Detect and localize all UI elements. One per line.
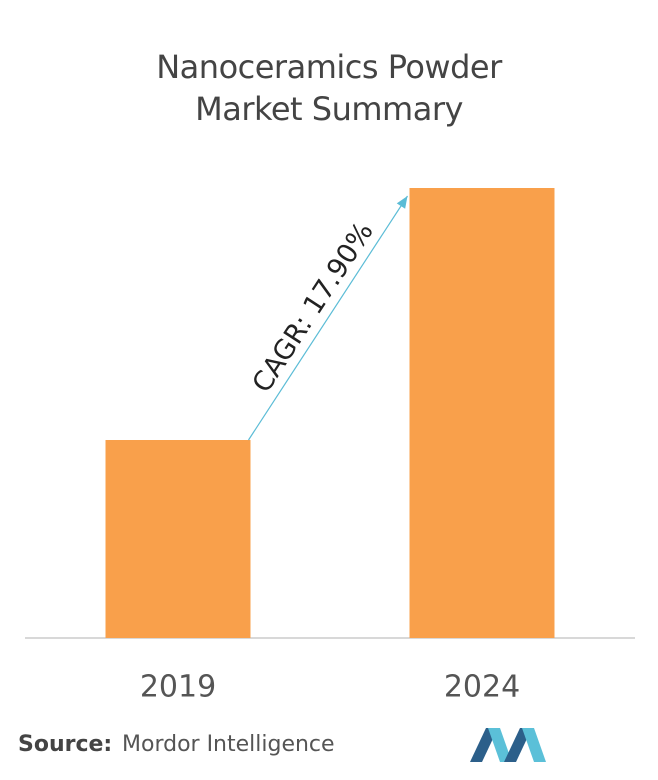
chart-title: Nanoceramics Powder Market Summary xyxy=(156,48,502,128)
x-tick-label: 2024 xyxy=(444,670,520,705)
x-tick-label: 2019 xyxy=(140,670,216,705)
source-label: Source: xyxy=(18,732,112,757)
source: Mordor Intelligence xyxy=(122,732,335,757)
arrow-head xyxy=(396,196,408,209)
logo xyxy=(470,728,546,762)
cagr-arrow xyxy=(247,195,409,441)
bar xyxy=(409,188,555,638)
cagr-label: CAGR: 17.90% xyxy=(247,217,380,398)
bar xyxy=(105,440,251,638)
